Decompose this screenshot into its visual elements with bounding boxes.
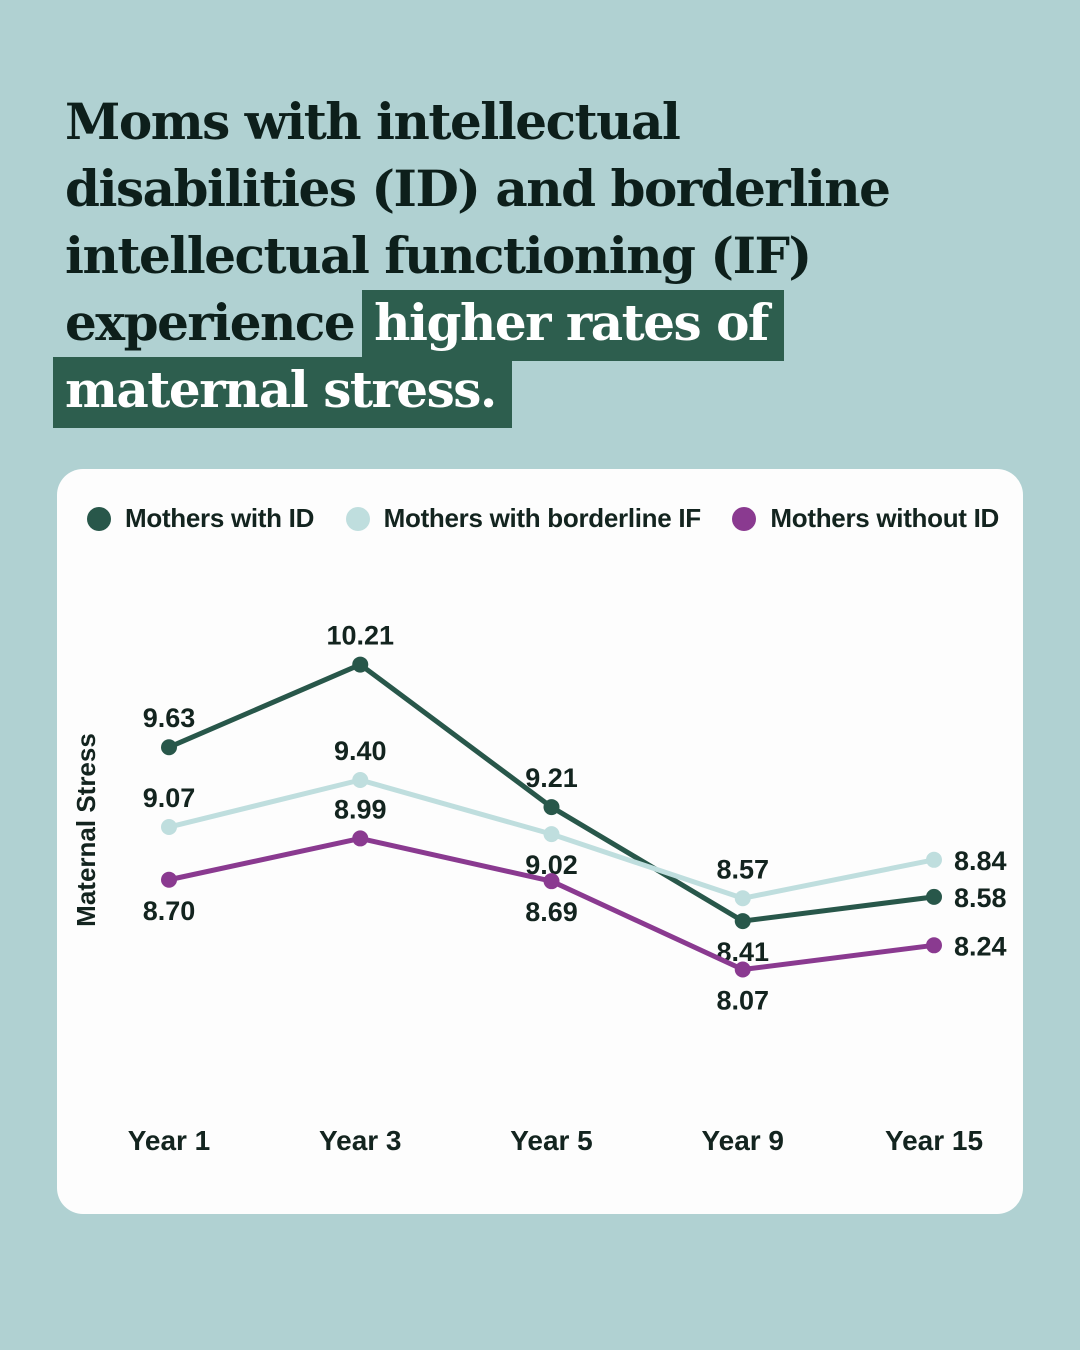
- chart-legend: Mothers with ID Mothers with borderline …: [79, 499, 1005, 534]
- svg-text:8.70: 8.70: [143, 896, 196, 926]
- svg-text:9.21: 9.21: [525, 763, 578, 793]
- svg-text:9.07: 9.07: [143, 783, 196, 813]
- svg-text:8.07: 8.07: [716, 986, 769, 1016]
- headline-highlight: higher rates of: [362, 290, 784, 361]
- headline: Moms with intellectual disabilities (ID)…: [53, 88, 1023, 428]
- svg-text:Year 3: Year 3: [319, 1125, 402, 1156]
- headline-line: disabilities (ID) and borderline: [65, 155, 1023, 222]
- svg-text:Year 9: Year 9: [701, 1125, 784, 1156]
- svg-text:Year 5: Year 5: [510, 1125, 593, 1156]
- svg-text:Maternal Stress: Maternal Stress: [71, 733, 101, 927]
- legend-label: Mothers without ID: [770, 503, 999, 533]
- svg-text:8.58: 8.58: [954, 883, 1007, 913]
- svg-text:Year 15: Year 15: [885, 1125, 983, 1156]
- headline-line: maternal stress.: [53, 356, 1023, 428]
- headline-text: Moms with intellectual: [65, 92, 681, 151]
- headline-text: experience: [65, 293, 356, 352]
- legend-item-mothers-with-id: Mothers with ID: [87, 503, 314, 534]
- legend-item-mothers-without-id: Mothers without ID: [732, 503, 999, 534]
- svg-text:9.40: 9.40: [334, 736, 387, 766]
- svg-text:10.21: 10.21: [326, 621, 394, 651]
- legend-item-mothers-borderline-if: Mothers with borderline IF: [345, 503, 702, 534]
- svg-text:8.57: 8.57: [716, 854, 769, 884]
- headline-line: experience higher rates of: [65, 289, 1023, 361]
- legend-dot-light-teal: [345, 506, 370, 531]
- legend-dot-dark-green: [87, 506, 111, 531]
- headline-text: intellectual functioning (IF): [65, 226, 812, 285]
- legend-label: Mothers with ID: [125, 503, 315, 533]
- svg-text:9.63: 9.63: [143, 703, 196, 733]
- headline-text: disabilities (ID) and borderline: [65, 159, 891, 218]
- chart-area: Maternal Stress Year 1 Year 3 Year 5 Year 9 Y…: [71, 550, 1007, 1190]
- svg-text:8.24: 8.24: [954, 931, 1007, 961]
- svg-text:8.99: 8.99: [334, 794, 387, 824]
- svg-text:8.84: 8.84: [954, 846, 1007, 876]
- headline-line: Moms with intellectual: [65, 88, 1023, 155]
- headline-highlight: maternal stress.: [53, 357, 512, 428]
- chart-card: Mothers with ID Mothers with borderline …: [57, 469, 1023, 1214]
- svg-text:8.69: 8.69: [525, 897, 578, 927]
- headline-line: intellectual functioning (IF): [65, 222, 1023, 289]
- legend-dot-purple: [732, 506, 757, 531]
- svg-text:Year 1: Year 1: [128, 1125, 211, 1156]
- line-chart: Maternal Stress Year 1 Year 3 Year 5 Year 9 Y…: [71, 621, 1007, 1156]
- legend-label: Mothers with borderline IF: [383, 503, 702, 533]
